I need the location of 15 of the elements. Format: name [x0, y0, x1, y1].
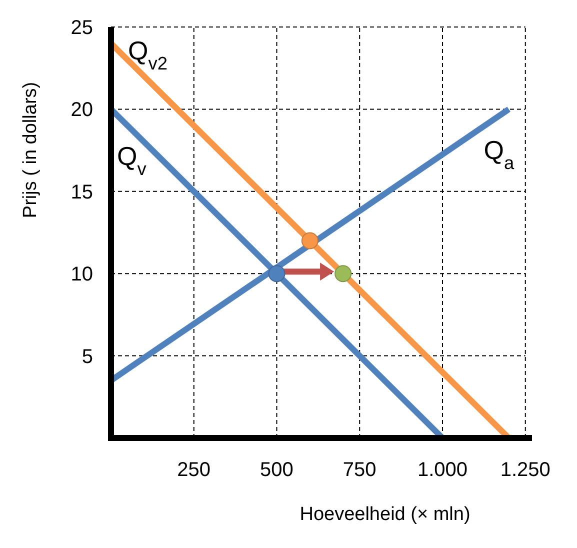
x-tick-label: 750	[342, 459, 376, 481]
x-tick-label: 250	[177, 459, 211, 481]
series-label: Q$_{v2}$	[128, 35, 168, 74]
y-tick-label: 20	[70, 99, 93, 122]
series-label: Q$_{a}$	[484, 135, 516, 174]
y-tick-label: 25	[70, 17, 93, 39]
y-tick-label: 10	[70, 264, 93, 286]
x-tick-label: 1.250	[500, 459, 550, 481]
x-axis-title: Hoeveelheid (× mln)	[300, 504, 470, 525]
x-tick-label: 1.000	[417, 459, 468, 481]
series-label: Q$_{v}$	[117, 141, 148, 180]
y-tick-label: 5	[82, 346, 93, 368]
x-tick-label: 500	[260, 459, 294, 481]
y-axis-title: Prijs ( in dollars)	[20, 82, 41, 218]
y-tick-label: 15	[70, 181, 93, 204]
